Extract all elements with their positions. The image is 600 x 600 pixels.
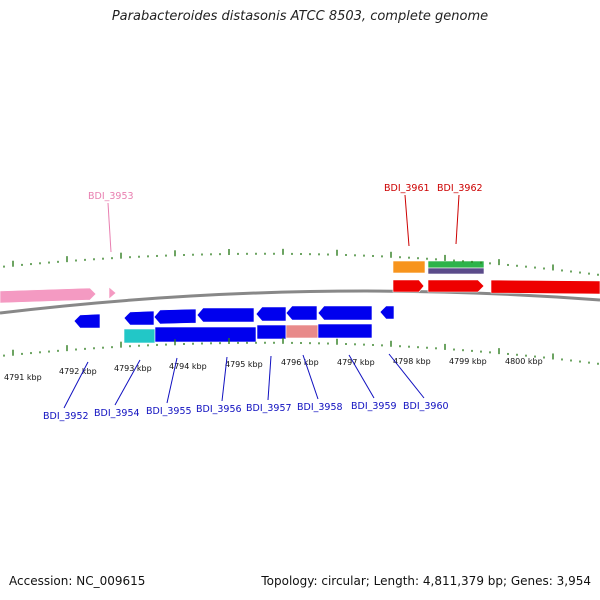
feature-salmon[interactable] <box>285 324 319 339</box>
feature-cyan[interactable] <box>123 328 156 344</box>
genome-summary-text: Topology: circular; Length: 4,811,379 bp… <box>261 574 591 588</box>
scale-ticks-inner <box>3 337 599 365</box>
map-title: Parabacteroides distasonis ATCC 8503, co… <box>111 9 489 24</box>
gene-feature-bdi-3961[interactable] <box>392 279 425 293</box>
kbp-label: 4794 kbp <box>169 362 207 371</box>
kbp-label: 4798 kbp <box>393 357 431 366</box>
gene-label-bdi-3961[interactable]: BDI_3961 <box>384 183 430 194</box>
gene-label-bdi-3958[interactable]: BDI_3958 <box>297 402 343 413</box>
gene-feature-bdi-3958[interactable] <box>285 305 318 321</box>
gene-label-bdi-3956[interactable]: BDI_3956 <box>196 404 242 415</box>
gene-label-bdi-3954[interactable]: BDI_3954 <box>94 408 140 419</box>
gene-label-bdi-3955[interactable]: BDI_3955 <box>146 406 192 417</box>
feature-purple[interactable] <box>427 267 485 275</box>
gene-label-leader <box>388 353 425 399</box>
gene-label-leader <box>166 357 178 404</box>
scale-ticks-outer <box>3 248 599 276</box>
kbp-label: 4792 kbp <box>59 367 97 376</box>
gene-feature-bdi-3955[interactable] <box>153 308 197 325</box>
gene-label-leader <box>302 354 319 400</box>
gene-label-bdi-3962[interactable]: BDI_3962 <box>437 183 483 194</box>
accession-text: Accession: NC_009615 <box>9 574 146 588</box>
gene-label-bdi-3960[interactable]: BDI_3960 <box>403 401 449 412</box>
gene-label-leader <box>455 194 460 245</box>
kbp-label: 4793 kbp <box>114 364 152 373</box>
gene-feature-bdi-3957[interactable] <box>255 306 287 322</box>
gene-label-leader <box>114 359 141 406</box>
gene-feature-pink-small[interactable] <box>108 286 117 300</box>
gene-label-leader <box>404 194 410 247</box>
feature-orange[interactable] <box>392 260 426 274</box>
feature-blue-row-3[interactable] <box>317 323 373 339</box>
gene-feature-bdi-3956[interactable] <box>196 307 255 323</box>
kbp-label: 4795 kbp <box>225 360 263 369</box>
kbp-label: 4799 kbp <box>449 357 487 366</box>
gene-feature-bdi-3960[interactable] <box>379 305 395 320</box>
kbp-scale-labels: 4791 kbp 4792 kbp 4793 kbp 4794 kbp 4795 kbp… <box>4 357 543 382</box>
gene-label-leader <box>63 361 89 409</box>
feature-blue-row[interactable] <box>154 326 257 343</box>
gene-labels: BDI_3953 BDI_3961 BDI_3962 BDI_3952 BDI_3954… <box>43 183 483 422</box>
gene-label-bdi-3952[interactable]: BDI_3952 <box>43 411 89 422</box>
kbp-label: 4796 kbp <box>281 358 319 367</box>
gene-feature-red-long[interactable] <box>490 279 600 295</box>
kbp-label: 4791 kbp <box>4 373 42 382</box>
gene-features <box>0 260 600 344</box>
kbp-label: 4797 kbp <box>337 358 375 367</box>
genome-backbone <box>0 289 600 315</box>
gene-feature-bdi-3952[interactable] <box>73 313 101 329</box>
gene-feature-bdi-3962[interactable] <box>427 279 485 293</box>
feature-green[interactable] <box>427 260 485 269</box>
gene-label-leader <box>267 355 272 401</box>
feature-blue-row-2[interactable] <box>256 324 287 340</box>
gene-feature-bdi-3954[interactable] <box>123 310 155 326</box>
gene-label-bdi-3953[interactable]: BDI_3953 <box>88 191 134 202</box>
gene-label-leader <box>107 202 112 253</box>
kbp-label: 4800 kbp <box>505 357 543 366</box>
gene-feature-pink[interactable] <box>0 287 97 304</box>
gene-label-leader <box>348 354 375 399</box>
gene-label-leader <box>221 356 228 402</box>
gene-feature-bdi-3959[interactable] <box>317 305 373 321</box>
gene-label-bdi-3959[interactable]: BDI_3959 <box>351 401 397 412</box>
gene-label-bdi-3957[interactable]: BDI_3957 <box>246 403 292 414</box>
